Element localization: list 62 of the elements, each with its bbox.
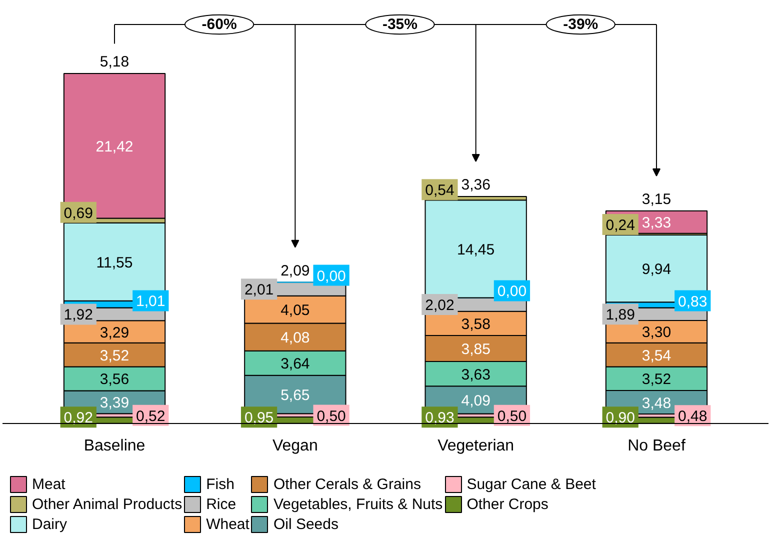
- legend-label: Dairy: [32, 514, 68, 534]
- data-label: 3,56: [100, 371, 130, 388]
- legend-label: Other Crops: [466, 494, 548, 514]
- data-label: 2,01: [244, 282, 274, 299]
- legend-label: Fish: [206, 474, 234, 494]
- data-label: 0,95: [244, 410, 274, 427]
- legend-label: Rice: [206, 494, 236, 514]
- data-label: 3,85: [461, 341, 490, 358]
- data-label: 0,50: [316, 408, 346, 425]
- data-label: 0,54: [425, 182, 454, 200]
- data-label: 0,90: [606, 410, 635, 427]
- data-label: 21,42: [96, 138, 134, 156]
- data-label: 0,92: [64, 410, 93, 427]
- data-label: 4,09: [461, 392, 490, 410]
- data-label: 3,58: [461, 316, 490, 333]
- data-label: 0,24: [606, 217, 635, 234]
- legend-label: Sugar Cane & Beet: [466, 474, 596, 494]
- data-label: 4,08: [280, 330, 310, 347]
- annotation: 3,15: [642, 190, 672, 208]
- data-label: 3,48: [642, 394, 672, 412]
- legend-label: Other Cerals & Grains: [273, 474, 421, 494]
- data-label: 4,05: [280, 302, 310, 320]
- data-label: 3,33: [642, 214, 672, 232]
- data-label: 0,69: [64, 204, 93, 222]
- data-label: 1,01: [136, 293, 166, 310]
- data-label: 0,83: [678, 293, 708, 310]
- data-label: 1,92: [64, 306, 93, 324]
- data-label: 5,65: [280, 386, 310, 404]
- x-tick-label: No Beef: [628, 437, 686, 454]
- legend-label: Vegetables, Fruits & Nuts: [273, 494, 443, 514]
- data-label: 14,45: [457, 241, 495, 258]
- data-label: 0,50: [497, 408, 527, 425]
- text: -60%: [202, 16, 237, 33]
- data-label: 0,52: [136, 408, 166, 425]
- data-label: 3,30: [642, 324, 672, 342]
- x-tick-label: Baseline: [84, 437, 146, 454]
- legend-label: Other Animal Products: [32, 494, 182, 514]
- annotation: 2,09: [280, 262, 310, 280]
- text: -39%: [563, 16, 598, 33]
- annotation: 3,36: [461, 176, 490, 194]
- data-label: 3,52: [100, 347, 130, 364]
- data-label: 0,00: [316, 268, 346, 285]
- data-label: 1,89: [606, 306, 635, 324]
- data-label: 9,94: [642, 261, 672, 278]
- legend-label: Meat: [32, 474, 66, 494]
- data-label: 3,52: [642, 371, 672, 388]
- legend-label: Oil Seeds: [273, 514, 338, 534]
- data-label: 3,39: [100, 394, 130, 412]
- annotation: 5,18: [100, 53, 130, 70]
- data-label: 11,55: [96, 254, 133, 272]
- data-label: 3,63: [461, 366, 490, 384]
- data-label: 0,93: [425, 410, 454, 427]
- data-label: 3,29: [100, 324, 130, 342]
- data-label: 0,00: [497, 283, 527, 300]
- data-label: 0,48: [678, 408, 708, 426]
- text: -35%: [382, 16, 418, 33]
- data-label: 3,64: [280, 356, 310, 373]
- legend-label: Wheat: [206, 514, 250, 534]
- data-label: 2,02: [425, 297, 454, 314]
- x-tick-label: Vegeterian: [438, 437, 514, 454]
- data-label: 3,54: [642, 347, 672, 364]
- x-tick-label: Vegan: [272, 437, 318, 454]
